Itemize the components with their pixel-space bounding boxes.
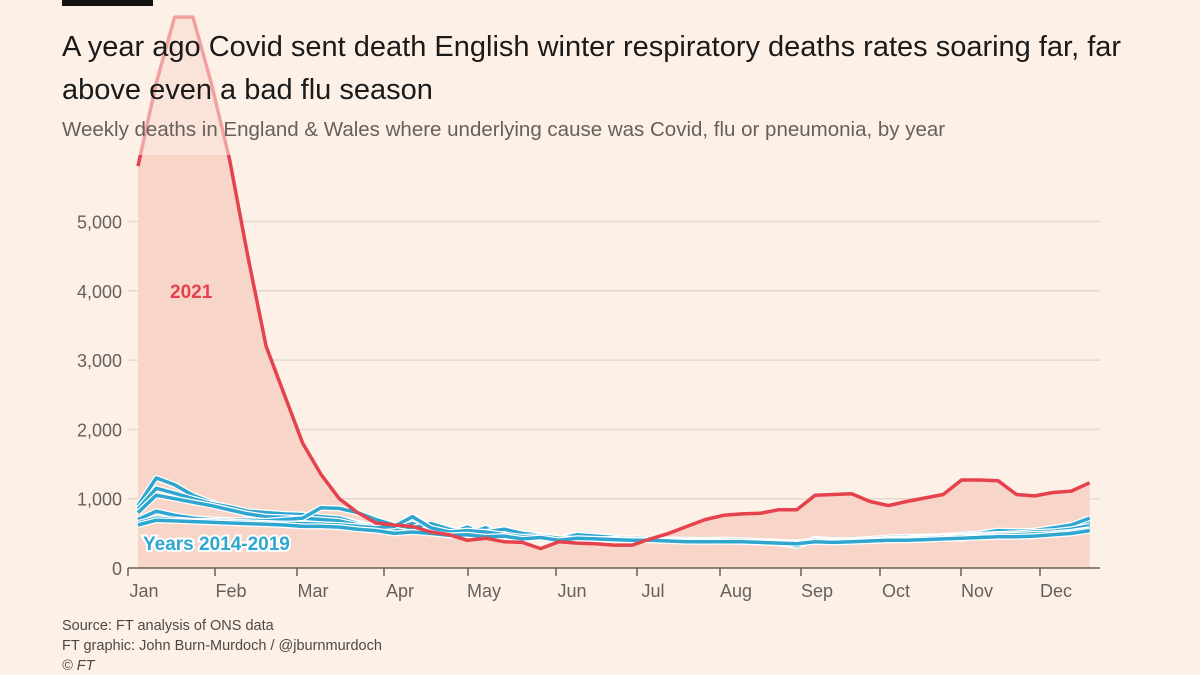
series-line-2014-2019: [137, 518, 1090, 546]
series-lines: [135, 15, 1091, 551]
y-tick-label: 1,000: [77, 490, 122, 510]
axes: 0 1,000 2,000 3,000 4,000 5,000 Jan Feb Mar Apr Ma…: [77, 213, 1100, 601]
annotation-2021: 2021: [170, 282, 213, 303]
x-tick-label: Jun: [557, 581, 586, 601]
x-tick-label: Feb: [215, 581, 246, 601]
credit-note: FT graphic: John Burn-Murdoch / @jburnmu…: [62, 638, 382, 654]
x-tick-label: Sep: [801, 581, 833, 601]
y-tick-label: 0: [112, 559, 122, 579]
x-tick-label: Aug: [720, 581, 752, 601]
series-line-2021: [136, 15, 1091, 551]
ft-header-bar: [62, 0, 153, 6]
annotation-years-2014-2019: Years 2014-2019: [143, 534, 290, 555]
x-tick-label: Mar: [298, 581, 329, 601]
x-tick-label: Nov: [961, 581, 993, 601]
copyright-note: © FT: [62, 658, 95, 674]
y-tick-label: 2,000: [77, 420, 122, 440]
source-note: Source: FT analysis of ONS data: [62, 618, 274, 634]
chart-title: A year ago Covid sent death English wint…: [62, 31, 1122, 106]
y-tick-label: 3,000: [77, 351, 122, 371]
x-tick-label: Dec: [1040, 581, 1072, 601]
x-tick-label: Apr: [386, 581, 414, 601]
chart-subtitle: Weekly deaths in England & Wales where u…: [62, 118, 946, 141]
x-tick-label: Jan: [129, 581, 158, 601]
x-tick-label: Jul: [641, 581, 664, 601]
y-tick-label: 4,000: [77, 282, 122, 302]
title-fade-overlay: [100, 0, 300, 155]
x-tick-label: May: [467, 581, 501, 601]
x-tick-label: Oct: [882, 581, 910, 601]
y-tick-label: 5,000: [77, 213, 122, 233]
